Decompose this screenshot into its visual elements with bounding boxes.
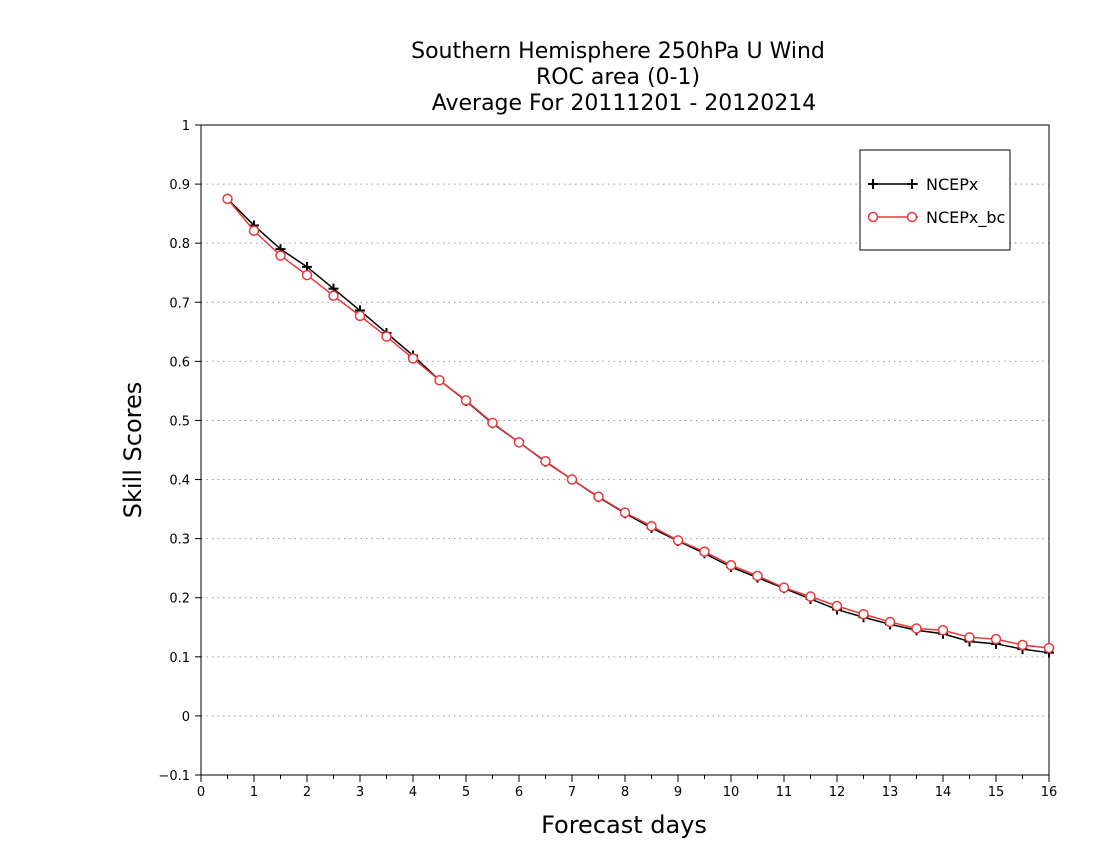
x-tick-label: 15 <box>988 785 1005 800</box>
legend-box <box>859 149 1011 251</box>
data-point <box>964 632 975 643</box>
y-tick-label: 0 <box>182 710 190 725</box>
series-NCEPx_bc <box>222 193 1055 654</box>
x-tick-label: 0 <box>197 785 205 800</box>
x-tick-label: 11 <box>776 785 793 800</box>
data-point <box>805 591 816 602</box>
data-point <box>434 375 445 386</box>
x-tick-label: 3 <box>356 785 364 800</box>
x-tick-label: 1 <box>250 785 258 800</box>
series-layer <box>222 193 1055 658</box>
x-tick-label: 6 <box>515 785 523 800</box>
y-tick-label: 0.5 <box>169 414 190 429</box>
legend-item: NCEPx <box>868 175 978 194</box>
x-tick-label: 14 <box>935 785 952 800</box>
data-point <box>513 437 525 448</box>
x-tick-label: 10 <box>723 785 740 800</box>
data-point <box>407 353 419 364</box>
legend-item: NCEPx_bc <box>867 208 1005 228</box>
y-axis-label: Skill Scores <box>119 382 147 519</box>
x-tick-label: 16 <box>1041 785 1058 800</box>
data-point <box>222 193 233 205</box>
legend-marker <box>867 211 879 223</box>
y-tick-label: 0.9 <box>169 178 190 193</box>
y-tick-label: 0.2 <box>169 592 190 607</box>
data-point <box>328 290 339 302</box>
series-line <box>226 198 1050 649</box>
y-tick-label: 1 <box>182 119 190 134</box>
legend-label: NCEPx <box>926 175 978 194</box>
x-tick-label: 4 <box>409 785 417 800</box>
series-NCEPx <box>222 193 1054 658</box>
chart-title-line-2: ROC area (0-1) <box>536 65 700 90</box>
data-point <box>487 417 498 429</box>
x-tick-label: 12 <box>829 785 846 800</box>
y-tick-label: 0.3 <box>169 533 190 548</box>
y-tick-label: 0.6 <box>169 355 190 370</box>
series-line <box>226 198 1050 654</box>
data-point <box>381 331 392 342</box>
chart-title-line-1: Southern Hemisphere 250hPa U Wind <box>411 39 825 64</box>
gridlines <box>201 183 1049 717</box>
x-axis-label: Forecast days <box>541 811 707 839</box>
data-point <box>911 623 922 634</box>
y-tick-label: 0.8 <box>169 237 190 252</box>
x-tick-label: 13 <box>882 785 899 800</box>
data-point <box>248 225 260 237</box>
x-tick-label: 7 <box>568 785 576 800</box>
legend: NCEPx NCEPx_bc <box>859 149 1011 251</box>
data-point <box>937 624 949 636</box>
x-tick-label: 9 <box>674 785 682 800</box>
x-tick-label: 5 <box>462 785 470 800</box>
data-point <box>858 609 869 620</box>
legend-marker <box>907 179 917 189</box>
data-point <box>778 582 790 593</box>
data-point <box>752 570 763 582</box>
y-tick-label: −0.1 <box>158 769 190 784</box>
y-tick-label: 0.4 <box>169 474 190 489</box>
legend-marker <box>868 179 878 189</box>
y-axis: −0.1 0 0.1 0.2 0.3 0.4 0.5 0.6 0.7 0.8 0.9 1 <box>158 119 201 784</box>
x-tick-label: 2 <box>303 785 311 800</box>
y-tick-label: 0.1 <box>169 651 190 666</box>
legend-marker <box>906 211 918 223</box>
x-axis: 0 1 2 3 4 5 6 7 8 9 10 11 12 13 14 15 16 <box>197 775 1057 800</box>
data-point <box>884 616 896 628</box>
data-point <box>301 269 313 281</box>
data-point <box>831 600 843 612</box>
legend-label: NCEPx_bc <box>926 208 1005 228</box>
chart-title: Southern Hemisphere 250hPa U Wind ROC ar… <box>411 39 825 116</box>
chart-title-line-3: Average For 20111201 - 20120214 <box>432 91 817 116</box>
data-point <box>354 310 366 322</box>
data-point <box>1017 639 1028 651</box>
data-point <box>672 535 684 546</box>
data-point <box>646 520 657 532</box>
data-point <box>593 491 604 502</box>
data-point <box>619 507 631 518</box>
data-point <box>460 395 472 406</box>
data-point <box>566 474 578 485</box>
data-point <box>540 455 551 467</box>
x-tick-label: 8 <box>621 785 629 800</box>
data-point <box>1043 642 1055 654</box>
y-tick-label: 0.7 <box>169 296 190 311</box>
data-point <box>990 633 1002 645</box>
data-point <box>699 546 710 557</box>
data-point <box>275 250 286 261</box>
data-point <box>725 559 737 571</box>
